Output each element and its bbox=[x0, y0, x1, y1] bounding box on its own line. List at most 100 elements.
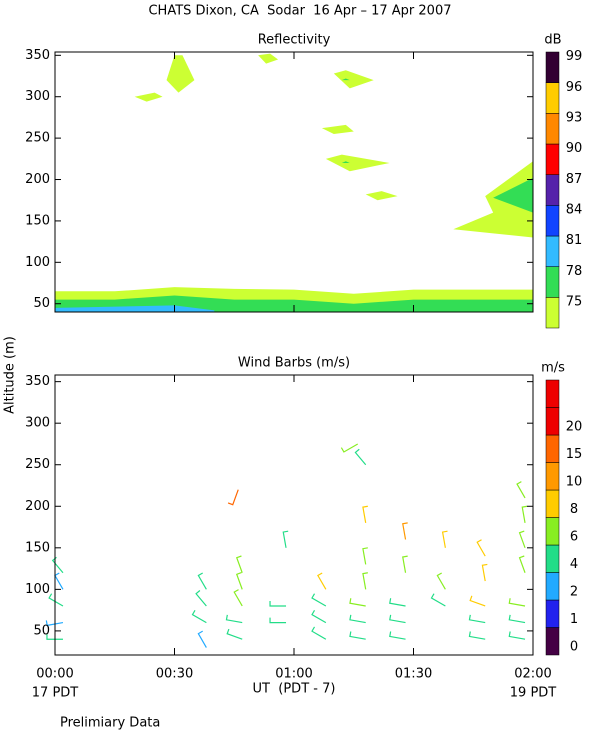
wind-barb bbox=[436, 572, 446, 590]
colorbar-label: 99 bbox=[566, 49, 583, 64]
wind-barb bbox=[518, 555, 526, 573]
wind-barb bbox=[481, 563, 488, 582]
x-tick-label: 00:30 bbox=[156, 667, 193, 682]
wind-barb bbox=[508, 614, 526, 624]
wind-barb bbox=[282, 530, 289, 548]
colorbar-box bbox=[545, 544, 560, 573]
wind-barb bbox=[349, 598, 366, 607]
colorbar-box bbox=[545, 205, 560, 237]
colorbar-box bbox=[545, 379, 560, 408]
wind-barb bbox=[518, 530, 526, 549]
y-tick-label: 100 bbox=[25, 255, 50, 270]
colorbar-box bbox=[545, 297, 560, 329]
wind-barb bbox=[235, 555, 243, 573]
y-tick-label: 100 bbox=[25, 582, 50, 597]
wind-barb bbox=[227, 489, 239, 506]
wind-barb bbox=[354, 448, 367, 466]
contour-region bbox=[258, 53, 279, 64]
wind-barb bbox=[317, 572, 327, 590]
wind-barb bbox=[349, 614, 366, 624]
colorbar-box bbox=[545, 489, 560, 518]
wind-barb bbox=[468, 614, 486, 624]
colorbar-box bbox=[545, 572, 560, 601]
y-tick-label: 250 bbox=[25, 131, 50, 146]
wind-barb bbox=[362, 572, 368, 590]
colorbar-box bbox=[545, 599, 560, 628]
colorbar-label: 6 bbox=[570, 529, 578, 544]
colorbar-label: 15 bbox=[566, 447, 583, 462]
colorbar-label: 10 bbox=[566, 474, 583, 489]
wind-barb bbox=[225, 614, 243, 624]
colorbar-label: 87 bbox=[566, 172, 583, 187]
wind-barb bbox=[508, 598, 526, 607]
contour-region bbox=[341, 78, 350, 81]
wind-barb bbox=[441, 530, 448, 548]
colorbar-label: 75 bbox=[566, 294, 583, 309]
wind-barb bbox=[521, 505, 528, 523]
wind-barb bbox=[195, 590, 207, 607]
colorbar-box bbox=[545, 113, 560, 145]
plot-frame bbox=[54, 51, 534, 313]
colorbar-label: 4 bbox=[570, 557, 578, 572]
y-tick-label: 300 bbox=[25, 89, 50, 104]
wind-barb bbox=[197, 572, 207, 590]
contour-region bbox=[493, 177, 533, 213]
wind-barb bbox=[46, 634, 63, 640]
wind-barb bbox=[362, 547, 368, 565]
colorbar-unit: m/s bbox=[541, 361, 565, 376]
wind-barb bbox=[51, 556, 64, 574]
contour-region bbox=[134, 92, 163, 102]
plot-frame bbox=[54, 374, 534, 656]
colorbar-label: 8 bbox=[570, 502, 578, 517]
colorbar-box bbox=[545, 82, 560, 114]
wind-barb bbox=[402, 555, 408, 573]
page-title: CHATS Dixon, CA Sodar 16 Apr – 17 Apr 20… bbox=[148, 4, 451, 19]
y-tick-label: 300 bbox=[25, 416, 50, 431]
wind-barb bbox=[311, 626, 327, 640]
y-tick-label: 200 bbox=[25, 499, 50, 514]
wind-barb bbox=[235, 572, 243, 590]
wind-barb bbox=[191, 609, 207, 624]
colorbar-box bbox=[545, 407, 560, 436]
x-tick-label: 00:00 bbox=[36, 667, 73, 682]
x-axis-label: UT (PDT - 7) bbox=[253, 682, 336, 697]
colorbar-label: 84 bbox=[566, 202, 583, 217]
colorbar-label: 96 bbox=[566, 80, 583, 95]
colorbar-box bbox=[545, 235, 560, 267]
wind-barb bbox=[389, 614, 406, 624]
wind-barb bbox=[226, 628, 243, 640]
contour-region bbox=[365, 191, 398, 201]
colorbar-label: 90 bbox=[566, 141, 583, 156]
colorbar-label: 78 bbox=[566, 264, 583, 279]
contour-region bbox=[166, 55, 195, 93]
colorbar-box bbox=[545, 627, 560, 656]
panel-title: Reflectivity bbox=[258, 33, 331, 48]
wind-barb bbox=[311, 593, 327, 607]
colorbar-box bbox=[545, 266, 560, 298]
wind-barb bbox=[468, 631, 486, 640]
contour-region bbox=[453, 161, 533, 238]
x-left-note: 17 PDT bbox=[32, 686, 79, 701]
colorbar-box bbox=[545, 143, 560, 175]
y-tick-label: 200 bbox=[25, 172, 50, 187]
colorbar-box bbox=[545, 51, 560, 83]
colorbar-unit: dB bbox=[544, 33, 561, 48]
wind-barb bbox=[516, 481, 526, 499]
wind-barb bbox=[362, 505, 368, 523]
wind-barb bbox=[476, 539, 486, 557]
contour-region bbox=[333, 70, 374, 89]
colorbar-label: 2 bbox=[570, 584, 578, 599]
footnote: Prelimiary Data bbox=[60, 716, 160, 731]
colorbar-label: 20 bbox=[566, 419, 583, 434]
y-axis-label: Altitude (m) bbox=[3, 336, 18, 414]
colorbar-box bbox=[545, 462, 560, 491]
wind-barb bbox=[389, 631, 406, 640]
colorbar-box bbox=[545, 434, 560, 463]
x-tick-label: 02:00 bbox=[514, 667, 551, 682]
wind-barb bbox=[269, 600, 287, 607]
wind-barb bbox=[197, 630, 207, 648]
colorbar-label: 93 bbox=[566, 110, 583, 125]
y-tick-label: 150 bbox=[25, 540, 50, 555]
wind-barb bbox=[469, 595, 486, 607]
contour-region bbox=[321, 124, 354, 134]
